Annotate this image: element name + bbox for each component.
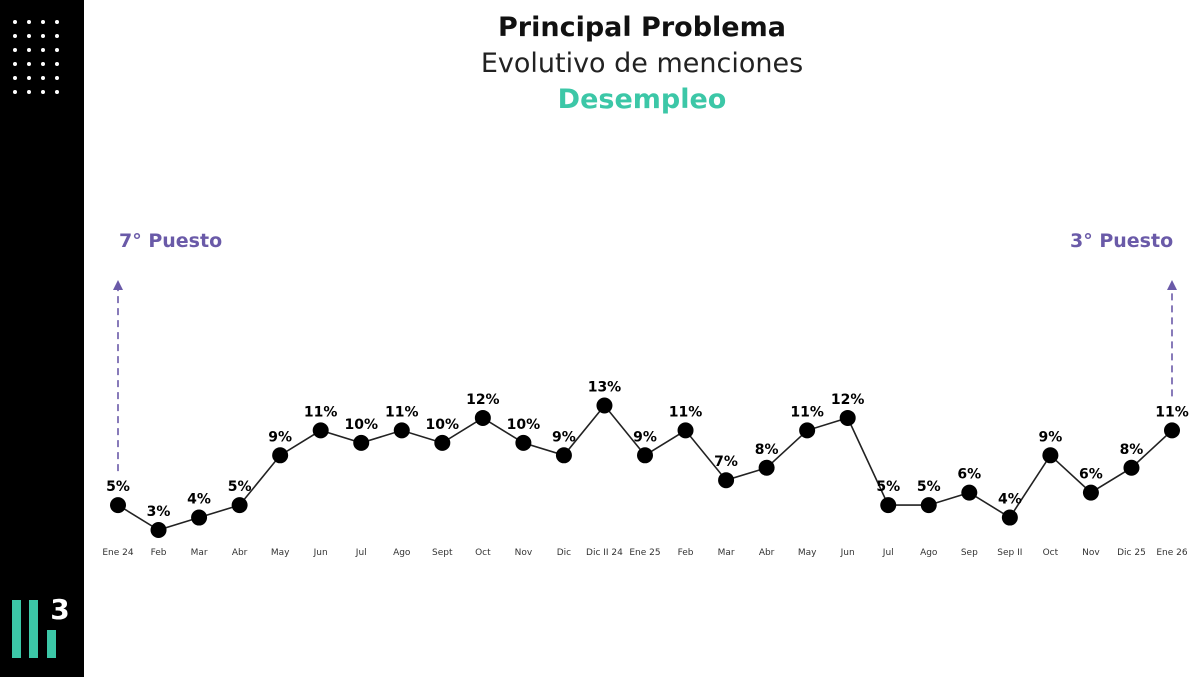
dot-grid-decoration	[13, 20, 73, 98]
data-point	[920, 497, 937, 514]
chart-topic: Desempleo	[557, 84, 727, 115]
x-tick-label: Dic	[557, 548, 571, 558]
end-rank-label: 3° Puesto	[1070, 230, 1174, 252]
data-label: 10%	[507, 417, 541, 433]
data-point	[677, 422, 694, 439]
data-point	[758, 459, 775, 476]
x-tick-label: Ago	[920, 548, 938, 558]
data-label: 4%	[998, 492, 1022, 508]
data-label: 5%	[917, 479, 941, 495]
x-tick-label: May	[798, 548, 817, 558]
data-label: 9%	[268, 429, 292, 445]
start-rank-arrow	[113, 280, 123, 472]
data-point	[150, 522, 167, 538]
data-point	[596, 397, 613, 414]
data-point	[1123, 459, 1140, 476]
arrow-head	[1167, 280, 1177, 290]
data-label: 9%	[1038, 429, 1062, 445]
data-point	[961, 484, 978, 501]
data-label: 8%	[755, 442, 779, 458]
data-label: 8%	[1120, 442, 1144, 458]
data-label: 11%	[669, 404, 703, 420]
data-label: 7%	[714, 454, 738, 470]
data-point	[515, 434, 532, 451]
data-label: 11%	[304, 404, 338, 420]
data-point	[231, 497, 248, 514]
data-label: 12%	[466, 392, 500, 408]
x-tick-label: Ene 25	[629, 548, 660, 558]
data-point	[110, 497, 126, 514]
x-tick-label: Sep II	[997, 548, 1022, 558]
chart-subtitle: Evolutivo de menciones	[480, 48, 804, 79]
data-label: 6%	[957, 467, 981, 483]
data-point	[718, 472, 735, 489]
x-tick-label: Abr	[759, 548, 775, 558]
data-point	[272, 447, 289, 464]
x-tick-label: Dic 25	[1117, 548, 1146, 558]
data-label: 5%	[106, 479, 130, 495]
x-tick-label: Oct	[475, 548, 491, 558]
data-label: 9%	[633, 429, 657, 445]
data-point	[393, 422, 410, 439]
data-label: 11%	[790, 404, 824, 420]
x-tick-label: Sep	[961, 548, 978, 558]
x-tick-label: Jun	[313, 548, 328, 558]
data-label: 12%	[831, 392, 865, 408]
svg-text:3: 3	[50, 593, 69, 626]
x-tick-label: Feb	[151, 548, 167, 558]
x-tick-label: Jul	[882, 548, 894, 558]
data-point	[353, 434, 370, 451]
data-label: 5%	[876, 479, 900, 495]
x-tick-label: Jun	[840, 548, 855, 558]
x-tick-label: Oct	[1043, 548, 1059, 558]
data-point	[1164, 422, 1180, 439]
data-point	[799, 422, 816, 439]
data-label: 9%	[552, 429, 576, 445]
x-tick-label: Nov	[515, 548, 533, 558]
data-point	[1082, 484, 1099, 501]
data-label: 6%	[1079, 467, 1103, 483]
x-tick-label: Jul	[355, 548, 367, 558]
data-label: 11%	[1155, 404, 1189, 420]
data-point	[474, 409, 491, 426]
data-point	[312, 422, 329, 439]
x-tick-label: Nov	[1082, 548, 1100, 558]
data-label: 4%	[187, 492, 211, 508]
brand-logo: 3	[12, 593, 70, 658]
data-label: 10%	[344, 417, 378, 433]
x-tick-label: Ene 24	[102, 548, 134, 558]
start-rank-label: 7° Puesto	[119, 230, 223, 252]
arrow-head	[113, 280, 123, 290]
x-tick-label: Abr	[232, 548, 248, 558]
data-point	[555, 447, 572, 464]
data-point	[880, 497, 897, 514]
data-point	[637, 447, 653, 464]
x-tick-label: Sept	[432, 548, 453, 558]
data-point	[1001, 509, 1018, 526]
x-tick-label: Feb	[678, 548, 694, 558]
data-point	[1042, 447, 1059, 464]
data-label: 5%	[228, 479, 252, 495]
data-label: 11%	[385, 404, 419, 420]
x-tick-label: Ene 26	[1156, 548, 1188, 558]
x-tick-label: Mar	[718, 548, 735, 558]
x-tick-label: Mar	[191, 548, 208, 558]
end-rank-arrow	[1167, 280, 1177, 397]
data-label: 13%	[588, 380, 622, 396]
data-point	[191, 509, 208, 526]
sidebar: 3	[0, 0, 84, 677]
x-tick-label: May	[271, 548, 290, 558]
data-label: 3%	[147, 504, 171, 520]
data-point	[839, 409, 856, 426]
data-label: 10%	[426, 417, 460, 433]
x-tick-label: Dic II 24	[586, 548, 623, 558]
chart-title: Principal Problema	[498, 12, 786, 43]
x-tick-label: Ago	[393, 548, 411, 558]
data-point	[434, 434, 451, 451]
